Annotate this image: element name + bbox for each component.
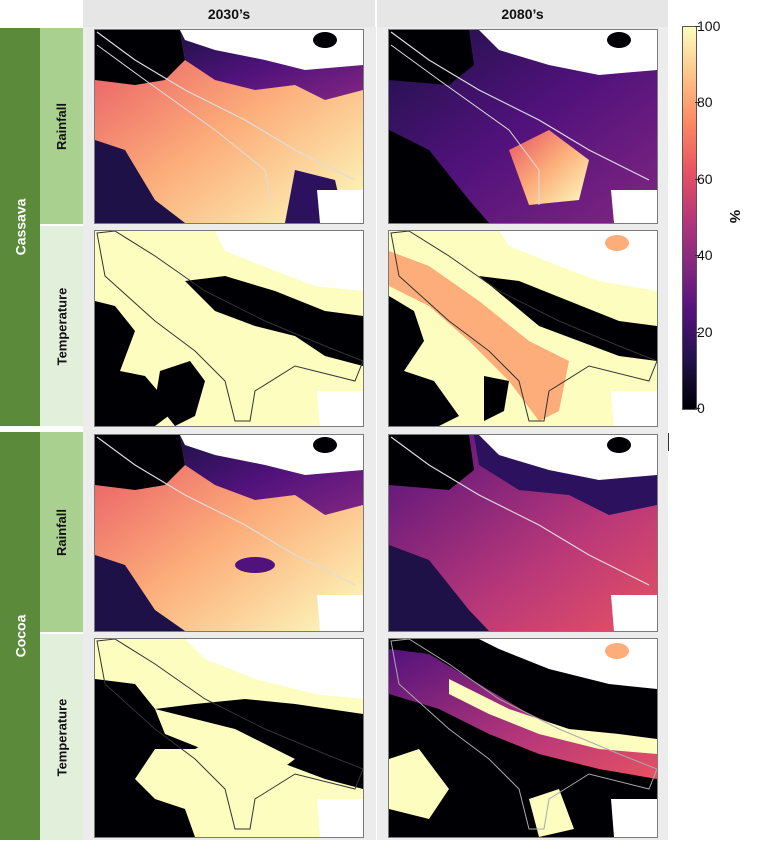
colorbar-tick-label: 20 — [697, 324, 713, 340]
white-coast-region — [185, 639, 363, 699]
row-cassava-temperature: Temperature — [40, 226, 83, 426]
colorbar — [682, 26, 697, 410]
region-outline — [390, 231, 657, 422]
colorbar-tick-label: 100 — [697, 18, 721, 34]
white-bay — [317, 190, 363, 223]
column-header-2030s-label: 2030’s — [207, 5, 251, 22]
region-outline — [96, 436, 356, 586]
white-bay — [611, 595, 657, 631]
map-cassava-rainfall-2080s — [388, 29, 658, 224]
column-header-2080s-label: 2080’s — [501, 5, 544, 22]
row-cocoa-rainfall: Rainfall — [40, 432, 83, 632]
colorbar-tick-60 — [695, 179, 700, 180]
dark-north-region — [95, 435, 185, 490]
dark-south-patch — [155, 361, 205, 426]
row-cocoa-rainfall-label: Rainfall — [54, 508, 69, 556]
dark-southwest — [389, 296, 459, 426]
colorbar-tick-label: 40 — [697, 247, 713, 263]
map-cocoa-temperature-2080s — [388, 638, 658, 838]
island-shape — [605, 643, 629, 659]
island-shape — [605, 235, 629, 251]
dark-north-region — [95, 30, 185, 85]
light-valley — [155, 709, 295, 774]
map-cassava-rainfall-2030s — [94, 29, 364, 224]
dark-north-region — [389, 435, 474, 490]
region-outline — [96, 639, 363, 830]
region-outline — [390, 639, 657, 830]
white-bay — [317, 595, 363, 631]
separator-mark — [668, 433, 669, 451]
white-coast-region — [215, 231, 363, 291]
white-bay — [611, 799, 657, 837]
light-south — [529, 789, 574, 837]
region-outline — [96, 31, 356, 181]
colorbar-tick-0 — [695, 408, 700, 409]
map-cassava-temperature-2030s — [94, 230, 364, 427]
row-cocoa-temperature-label: Temperature — [54, 698, 70, 776]
island-shape — [313, 32, 337, 48]
row-cassava-rainfall: Rainfall — [40, 28, 83, 224]
colorbar-tick-label: 60 — [697, 171, 713, 187]
dark-southwest — [95, 140, 185, 223]
row-group-cocoa: Cocoa — [0, 432, 40, 840]
row-cocoa-temperature: Temperature — [40, 634, 83, 840]
map-cocoa-rainfall-2030s — [94, 434, 364, 632]
row-cassava-temperature-label: Temperature — [54, 287, 70, 365]
light-patches — [389, 749, 449, 819]
dark-southwest — [95, 301, 175, 426]
column-header-2080s: 2080’s — [377, 0, 668, 27]
row-group-cocoa-label: Cocoa — [12, 614, 29, 658]
island-shape — [313, 437, 337, 453]
colorbar-unit-label: % — [726, 209, 744, 224]
region-outline-inner — [390, 44, 540, 205]
hot-band — [389, 251, 569, 421]
island-shape — [607, 32, 631, 48]
colorbar-tick-20 — [695, 332, 700, 333]
region-outline — [390, 31, 650, 181]
row-group-cassava: Cassava — [0, 28, 40, 426]
row-group-cassava-label: Cassava — [12, 198, 29, 256]
dark-core-spot — [235, 557, 275, 573]
white-bay — [611, 190, 657, 223]
dark-southwest — [389, 130, 489, 223]
region-outline — [96, 231, 363, 422]
map-cassava-temperature-2080s — [388, 230, 658, 427]
dark-south-patch — [484, 376, 509, 421]
colorbar-tick-100 — [695, 26, 700, 27]
dark-southwest — [95, 555, 185, 631]
hot-core — [509, 130, 589, 205]
colorbar-tick-80 — [695, 102, 700, 103]
white-bay — [611, 391, 657, 426]
white-bay — [317, 391, 363, 426]
map-cocoa-rainfall-2080s — [388, 434, 658, 632]
row-cassava-rainfall-label: Rainfall — [54, 102, 69, 150]
map-cocoa-temperature-2030s — [94, 638, 364, 838]
region-outline-inner — [96, 44, 271, 201]
light-band — [449, 679, 657, 754]
colorbar-tick-label: 80 — [697, 94, 713, 110]
island-shape — [607, 437, 631, 453]
dark-north-region — [389, 30, 474, 85]
white-bay — [317, 799, 363, 837]
region-outline — [390, 436, 650, 586]
dark-southwest — [389, 545, 489, 631]
colorbar-tick-label: 0 — [697, 400, 705, 416]
dark-ridge — [479, 276, 657, 361]
colorbar-tick-40 — [695, 255, 700, 256]
column-header-2030s: 2030’s — [83, 0, 375, 27]
